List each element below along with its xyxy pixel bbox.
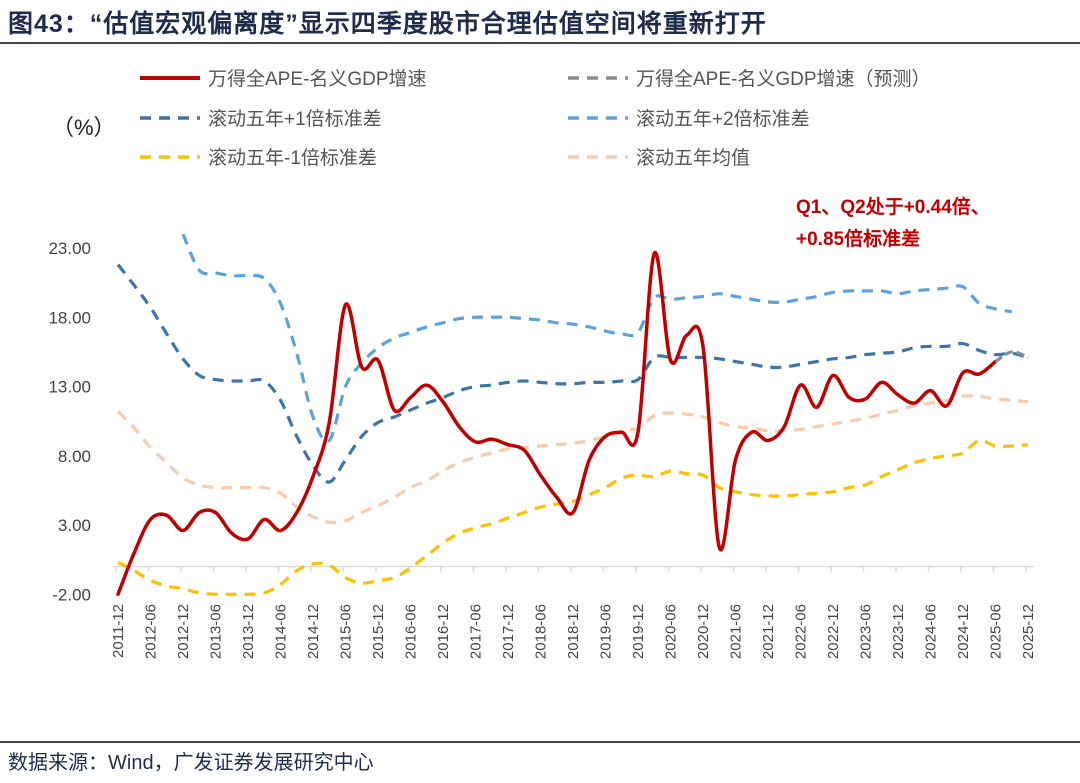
line-chart: 2011-12 2012-06 2012-12 2013-06 2013-12 2014-… [48,233,1037,659]
legend-item: 滚动五年均值 [566,143,750,170]
x-tick-label: 2023-12 [890,604,907,659]
x-tick-label: 2017-12 [500,604,517,659]
legend-swatch [140,154,200,159]
x-tick-label: 2011-12 [110,604,127,658]
x-tick-label: 2019-12 [630,604,647,659]
series-line-rolling-mean [116,394,1029,525]
x-tick-label: 2016-12 [435,604,452,659]
x-tick-label: 2025-06 [988,604,1005,659]
x-tick-label: 2019-06 [598,604,615,659]
annotation-line-2: +0.85倍标准差 [796,229,921,250]
legend-item: 万得全APE-名义GDP增速 [138,64,427,91]
y-tick-label: 23.00 [48,239,91,258]
series-line-ape-gdp-forecast [994,350,1029,363]
y-tick-label: 3.00 [58,516,91,535]
source-note: 数据来源：Wind，广发证券发展研究中心 [8,752,374,774]
x-tick-label: 2018-12 [565,604,582,659]
legend-label: 滚动五年+1倍标准差 [208,109,382,130]
legend-label: 滚动五年-1倍标准差 [208,148,377,169]
x-tick-label: 2016-06 [403,604,420,659]
y-axis-unit: （%） [52,115,116,140]
x-tick-label: 2025-12 [1020,604,1037,659]
legend-swatch [568,75,628,80]
x-tick-label: 2022-12 [825,604,842,659]
x-tick-label: 2020-12 [695,604,712,659]
legend-label: 滚动五年+2倍标准差 [636,109,810,130]
legend-label: 滚动五年均值 [636,148,751,169]
legend-label: 万得全APE-名义GDP增速（预测） [636,69,931,90]
footer-divider [0,741,1080,743]
legend-item: 滚动五年-1倍标准差 [138,143,377,170]
x-tick-label: 2012-12 [175,604,192,659]
x-tick-label: 2014-12 [305,604,322,659]
legend-swatch [140,75,200,80]
x-tick-label: 2015-12 [370,604,387,659]
x-tick-label: 2013-12 [240,604,257,659]
x-tick-label: 2020-06 [663,604,680,659]
series-line-plus-2-sd [181,233,1013,444]
x-tick-label: 2024-12 [955,604,972,659]
x-tick-label: 2024-06 [923,604,940,659]
legend-swatch [568,115,628,120]
legend-label: 万得全APE-名义GDP增速 [208,69,427,90]
title-divider [0,42,1080,44]
x-tick-label: 2017-06 [468,604,485,659]
x-tick-label: 2022-06 [793,604,810,659]
x-tick-label: 2012-06 [143,604,160,659]
x-tick-label: 2018-06 [533,604,550,659]
x-tick-label: 2021-06 [728,604,745,659]
y-tick-label: -2.00 [52,585,91,604]
series-line-ape-gdp [116,251,998,596]
legend-item: 滚动五年+1倍标准差 [138,104,382,131]
x-tick-label: 2021-12 [760,604,777,659]
legend-swatch [140,115,200,120]
legend-swatch [568,154,628,159]
legend-item: 滚动五年+2倍标准差 [566,104,810,131]
series-line-minus-1-sd [117,438,1029,596]
y-tick-label: 13.00 [48,378,91,397]
legend-item: 万得全APE-名义GDP增速（预测） [566,64,931,91]
x-tick-label: 2014-06 [273,604,290,659]
series-line-plus-1-sd [116,263,1029,484]
figure-title: 图43：“估值宏观偏离度”显示四季度股市合理估值空间将重新打开 [8,10,767,38]
y-tick-label: 8.00 [58,447,91,466]
x-tick-label: 2023-06 [858,604,875,659]
x-tick-label: 2015-06 [338,604,355,659]
x-tick-label: 2013-06 [208,604,225,659]
y-tick-label: 18.00 [48,308,91,327]
annotation-line-1: Q1、Q2处于+0.44倍、 [796,197,990,218]
